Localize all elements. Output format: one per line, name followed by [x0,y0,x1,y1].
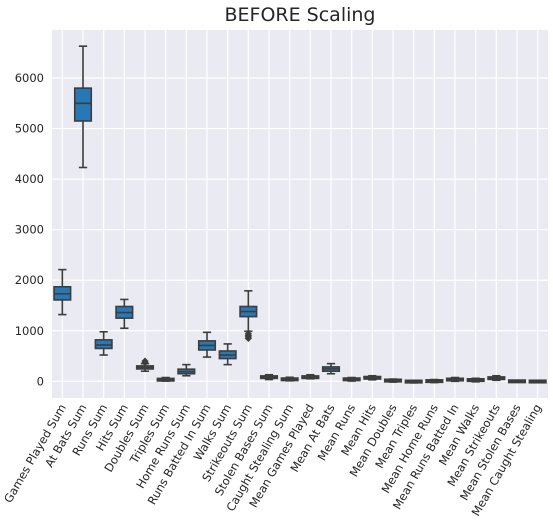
boxes [53,45,547,384]
y-tick-label: 0 [37,374,44,388]
box-7 [197,331,217,358]
y-tick-label: 6000 [15,71,44,85]
x-gridlines [61,30,539,398]
box-21 [487,374,506,382]
box-8 [218,343,237,366]
box-3 [115,298,134,330]
box-16 [383,378,403,383]
box-5 [156,376,175,382]
y-tick-label: 1000 [15,324,44,338]
box-0 [53,268,72,316]
box-13 [321,362,341,375]
plot-background [52,30,548,398]
box-9 [239,290,258,342]
y-tick-label: 4000 [15,172,44,186]
box-10 [259,373,279,381]
box-17 [404,379,423,384]
box-12 [301,373,320,380]
box-19 [445,376,465,383]
y-tick-label: 5000 [15,122,44,136]
outlier-point [244,330,252,338]
box-11 [280,376,299,382]
box-1 [73,45,93,169]
box-23 [528,379,547,384]
box-18 [425,378,444,384]
box-iqr [73,87,93,122]
y-tick-label: 2000 [15,273,44,287]
box-2 [94,330,113,356]
box-6 [177,363,196,377]
box-20 [466,377,485,383]
box-14 [342,376,361,382]
chart-title: BEFORE Scaling [225,4,376,26]
box-4 [135,357,155,373]
y-tick-labels: 0 1000 2000 3000 4000 5000 6000 [15,71,44,388]
box-22 [507,379,527,384]
box-15 [363,374,382,381]
y-gridlines [52,77,548,382]
outlier-point [141,357,149,365]
y-tick-label: 3000 [15,223,44,237]
